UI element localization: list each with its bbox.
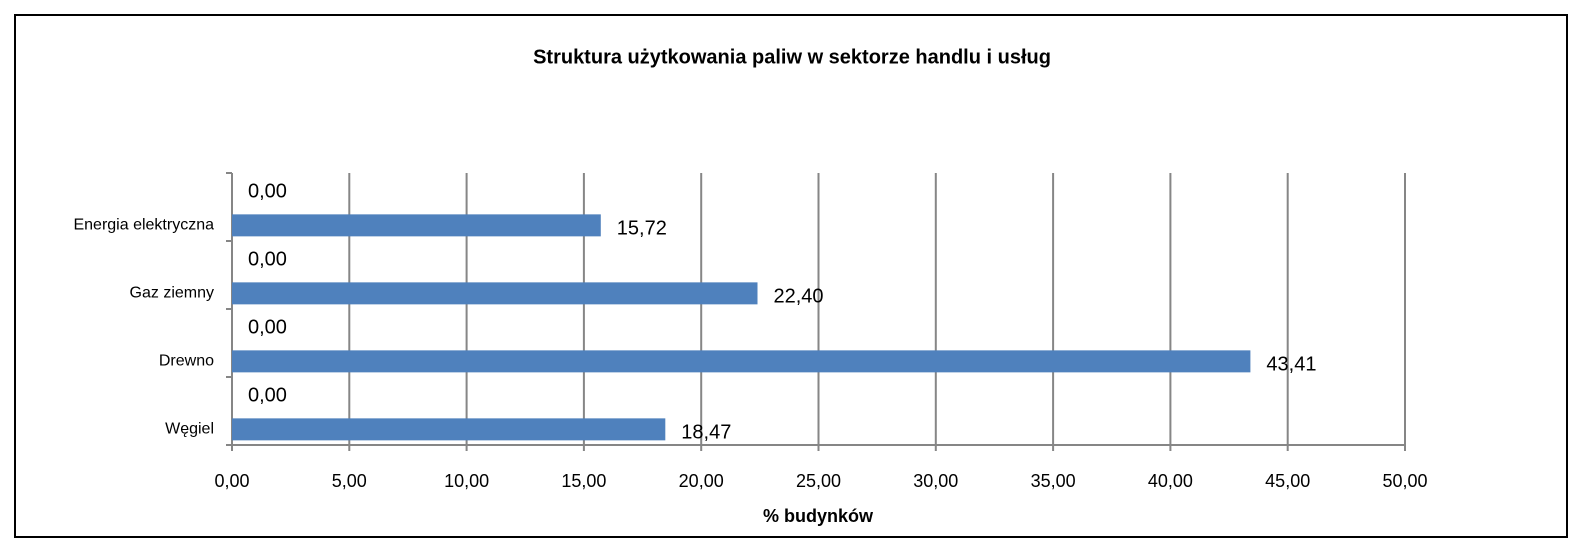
data-label: 15,72 xyxy=(617,218,667,240)
x-tick-label: 0,00 xyxy=(214,471,249,491)
x-tick-label: 10,00 xyxy=(444,471,489,491)
y-tick-label: Gaz ziemny xyxy=(130,285,214,302)
chart-title: Struktura użytkowania paliw w sektorze h… xyxy=(533,46,1051,68)
x-tick-label: 15,00 xyxy=(561,471,606,491)
y-tick-label: Węgiel xyxy=(165,421,214,438)
data-label: 0,00 xyxy=(248,316,287,338)
x-axis-title: % budynków xyxy=(763,506,874,526)
data-label: 22,40 xyxy=(774,286,824,308)
data-label: 0,00 xyxy=(248,384,287,406)
x-tick-label: 35,00 xyxy=(1031,471,1076,491)
x-tick-label: 40,00 xyxy=(1148,471,1193,491)
data-label: 43,41 xyxy=(1266,354,1316,376)
bar xyxy=(232,418,666,441)
x-tick-label: 45,00 xyxy=(1265,471,1310,491)
bar xyxy=(232,282,758,305)
x-tick-label: 50,00 xyxy=(1382,471,1427,491)
bar xyxy=(232,214,601,237)
y-tick-label: Drewno xyxy=(159,353,214,370)
bar xyxy=(232,350,1251,373)
data-label: 0,00 xyxy=(248,180,287,202)
y-tick-label: Energia elektryczna xyxy=(73,217,214,234)
chart-border xyxy=(14,14,1568,538)
data-label: 0,00 xyxy=(248,248,287,270)
x-tick-label: 25,00 xyxy=(796,471,841,491)
x-tick-label: 5,00 xyxy=(332,471,367,491)
x-tick-label: 30,00 xyxy=(913,471,958,491)
x-tick-label: 20,00 xyxy=(679,471,724,491)
data-label: 18,47 xyxy=(681,422,731,444)
